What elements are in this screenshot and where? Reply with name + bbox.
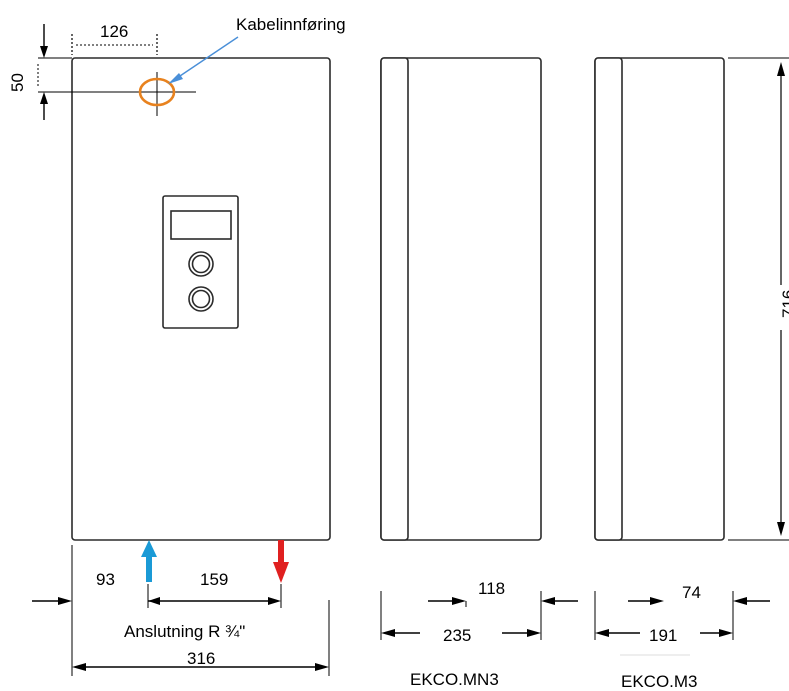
cold-water-inlet-arrow	[141, 540, 157, 582]
dim-between-pipes-label: 159	[200, 570, 228, 589]
dim-mn3-inner-label: 118	[478, 579, 505, 598]
dim-left-inlet-label: 93	[96, 570, 115, 589]
dim-m3	[594, 591, 770, 656]
dim-mn3	[380, 591, 578, 640]
dim-height	[728, 57, 789, 541]
cable-entry-marker	[124, 72, 196, 116]
knob-upper	[188, 251, 214, 277]
dim-top-offset-label: 126	[100, 22, 128, 41]
knob-lower	[188, 286, 214, 312]
display-screen	[170, 210, 232, 240]
side-view-mn3	[380, 57, 542, 541]
dim-pipe-positions	[32, 545, 330, 676]
dim-top-offset	[71, 34, 158, 55]
model-mn3-label: EKCO.MN3	[410, 670, 499, 689]
cable-entry-pointer	[168, 36, 239, 84]
dim-m3-depth-label: 191	[649, 626, 677, 645]
dim-width-front-label: 316	[187, 649, 215, 668]
dim-mn3-depth-label: 235	[443, 626, 471, 645]
connection-label: Anslutning R ¾"	[124, 622, 245, 641]
dim-height-label: 716	[779, 290, 789, 318]
dim-top-height-label: 50	[8, 73, 27, 92]
cable-entry-label: Kabelinnføring	[236, 15, 346, 34]
dim-top-height	[37, 24, 124, 120]
hot-water-outlet-arrow	[273, 540, 289, 583]
model-m3-label: EKCO.M3	[621, 672, 698, 691]
side-view-m3	[594, 57, 725, 541]
dim-width-front	[72, 663, 329, 671]
dim-m3-inner-label: 74	[682, 583, 701, 602]
